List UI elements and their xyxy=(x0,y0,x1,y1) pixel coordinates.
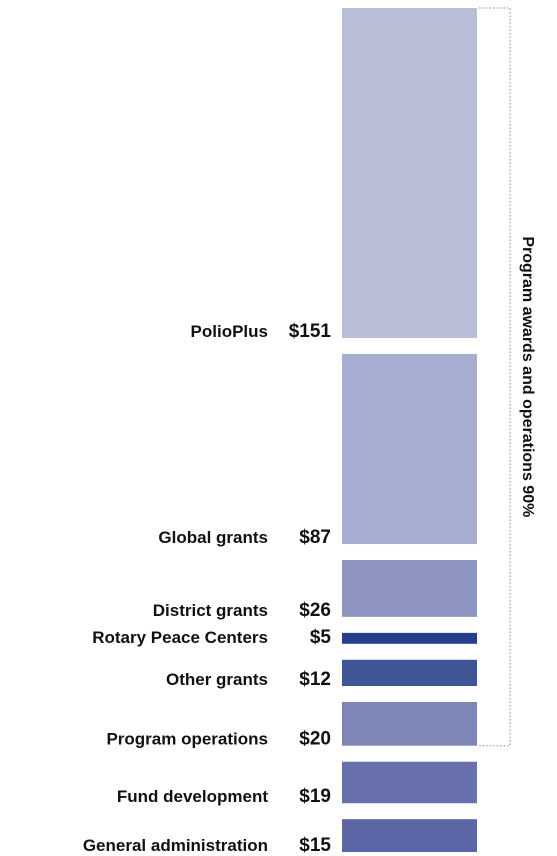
bar-other-grants xyxy=(342,659,477,687)
value-label: $5 xyxy=(310,627,332,648)
bracket-line xyxy=(479,7,511,747)
category-label: Program operations xyxy=(106,730,268,749)
category-label: Rotary Peace Centers xyxy=(92,628,268,647)
label-group: $151 PolioPlus $87 Global grants $26 District… xyxy=(83,321,332,856)
bar-general-administration xyxy=(342,819,477,852)
bar-district-grants xyxy=(342,560,477,617)
value-label: $26 xyxy=(299,600,331,621)
bar-rotary-peace-centers xyxy=(342,632,477,644)
bar-global-grants xyxy=(342,353,477,545)
bracket-group: Program awards and operations 90% xyxy=(479,7,536,747)
category-label: District grants xyxy=(153,601,268,620)
category-label: General administration xyxy=(83,836,268,855)
value-label: $12 xyxy=(299,669,331,690)
bar-polioplus xyxy=(342,8,477,338)
bar-program-operations xyxy=(342,702,477,746)
value-label: $19 xyxy=(299,786,331,807)
value-label: $15 xyxy=(299,835,331,856)
bar-group xyxy=(342,8,477,852)
bracket-label: Program awards and operations 90% xyxy=(519,236,536,517)
category-label: Other grants xyxy=(166,670,268,689)
category-label: PolioPlus xyxy=(191,322,268,341)
bar-fund-development xyxy=(342,761,477,804)
value-label: $87 xyxy=(299,527,331,548)
value-label: $20 xyxy=(299,729,331,750)
value-label: $151 xyxy=(289,321,332,342)
category-label: Fund development xyxy=(117,787,268,806)
category-label: Global grants xyxy=(158,528,268,547)
